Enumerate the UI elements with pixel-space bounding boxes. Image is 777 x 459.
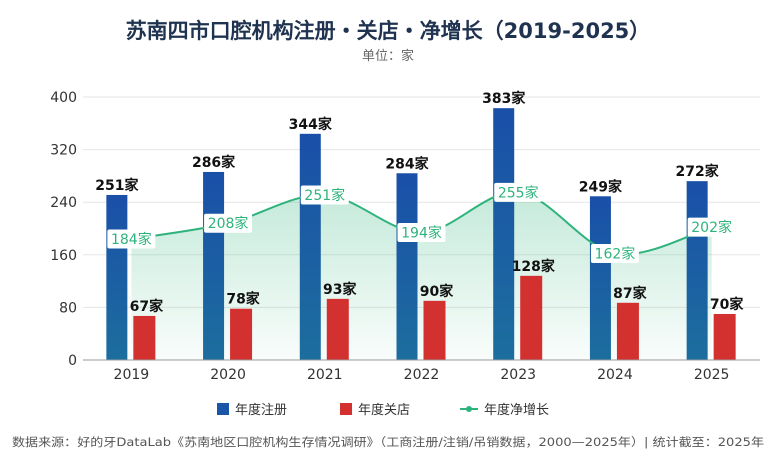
x-tick-label: 2025: [694, 367, 730, 383]
x-tick-label: 2022: [404, 367, 440, 383]
legend-label-registered: 年度注册: [235, 402, 287, 418]
bar-label-closed: 67家: [130, 298, 164, 315]
bar-registered: [493, 108, 515, 361]
net-growth-label: 184家: [111, 231, 152, 248]
bar-label-registered: 344家: [289, 116, 333, 133]
net-label-background: [397, 222, 446, 242]
bar-closed: [616, 302, 639, 360]
bar-registered: [203, 171, 225, 360]
chart-subtitle: 单位：家: [362, 48, 414, 64]
legend-swatch-net-dot: [466, 406, 472, 412]
chart-title: 苏南四市口腔机构注册・关店・净增长（2019-2025）: [126, 19, 651, 43]
bar-closed: [423, 300, 446, 360]
bar-label-registered: 251家: [95, 177, 139, 194]
bar-label-registered: 249家: [579, 178, 623, 195]
net-growth-label: 255家: [498, 184, 539, 201]
net-growth-label: 208家: [208, 215, 249, 232]
data-source-note: 数据来源：好的牙DataLab《苏南地区口腔机构生存情况调研》（工商注册/注销/…: [12, 435, 764, 449]
x-tick-label: 2021: [307, 367, 343, 383]
legend: 年度注册 年度关店 年度净增长: [217, 402, 549, 418]
x-tick-label: 2024: [597, 367, 633, 383]
bar-label-registered: 383家: [482, 90, 526, 107]
bar-registered: [686, 181, 708, 360]
bar-registered: [589, 196, 611, 360]
data-labels: 251家 67家 286家 78家 344家 93家 284家 90家 383家 128家 249家…: [95, 90, 744, 315]
legend-swatch-closed: [340, 403, 352, 415]
bar-closed: [520, 275, 543, 360]
bar-closed: [230, 308, 253, 360]
y-tick-label: 0: [68, 353, 77, 369]
legend-label-net: 年度净增长: [484, 402, 549, 418]
net-growth-area-fill: [131, 192, 712, 360]
net-growth-label: 251家: [304, 187, 345, 204]
bar-registered: [106, 194, 128, 360]
bar-label-registered: 272家: [676, 163, 720, 180]
net-label-background: [204, 213, 253, 233]
bar-label-registered: 284家: [385, 155, 429, 172]
net-growth-line: 184家 208家 251家 194家 255家 162家 202家: [107, 182, 736, 263]
net-label-background: [687, 217, 736, 237]
legend-swatch-registered: [217, 403, 229, 415]
y-tick-label: 320: [50, 143, 77, 159]
bar-label-closed: 128家: [512, 258, 556, 275]
bar-label-closed: 90家: [420, 283, 454, 300]
y-tick-label: 240: [50, 195, 77, 211]
net-growth-label: 162家: [595, 245, 636, 262]
bar-label-closed: 87家: [613, 285, 647, 302]
y-axis-ticks: 0 80 160 240 320 400: [50, 90, 77, 369]
y-tick-label: 400: [50, 90, 77, 106]
net-growth-area: [131, 192, 712, 360]
bar-closed: [133, 315, 156, 360]
y-tick-label: 160: [50, 248, 77, 264]
bar-registered: [396, 173, 418, 360]
x-axis-ticks: 2019 2020 2021 2022 2023 2024 2025: [114, 367, 730, 383]
net-label-background: [300, 185, 349, 205]
net-label-background: [494, 182, 543, 202]
net-label-background: [107, 229, 156, 249]
bar-label-closed: 78家: [226, 291, 260, 308]
legend-label-closed: 年度关店: [358, 402, 410, 418]
net-growth-label: 202家: [691, 219, 732, 236]
net-label-background: [590, 243, 639, 263]
x-tick-label: 2023: [500, 367, 536, 383]
bar-registered: [299, 133, 321, 360]
x-tick-label: 2020: [210, 367, 246, 383]
bar-label-closed: 93家: [323, 281, 357, 298]
bar-closed: [326, 298, 349, 360]
bar-label-registered: 286家: [192, 154, 236, 171]
net-growth-label: 194家: [401, 224, 442, 241]
y-tick-label: 80: [59, 300, 77, 316]
x-tick-label: 2019: [114, 367, 150, 383]
bar-closed: [713, 313, 736, 360]
bar-label-closed: 70家: [710, 296, 744, 313]
